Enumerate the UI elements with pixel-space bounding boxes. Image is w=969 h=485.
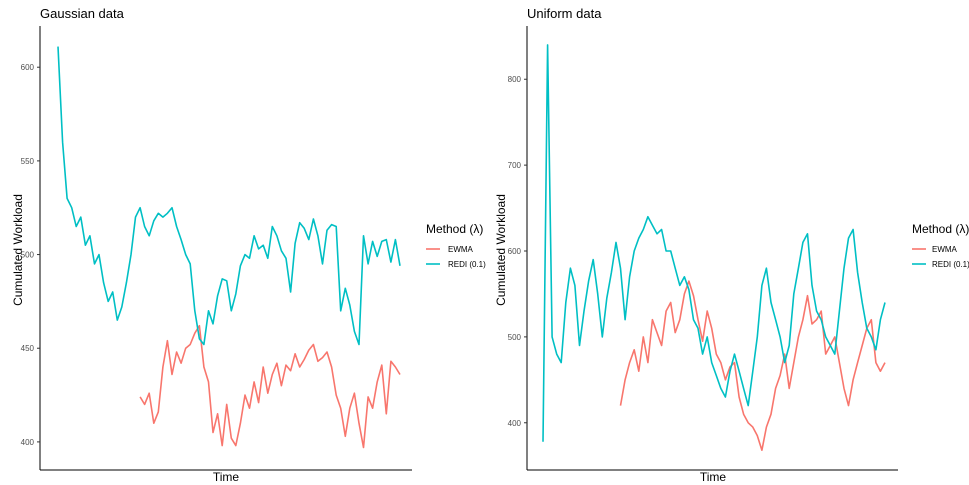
y-ticks: 400 500 600 700 800 xyxy=(508,75,527,428)
y-tick-label: 400 xyxy=(508,419,522,428)
y-tick-label: 600 xyxy=(508,247,522,256)
y-ticks: 400 450 500 550 600 xyxy=(21,63,40,447)
legend: Method (λ) EWMA REDI (0.1) xyxy=(426,222,486,269)
series-line-redi-0-1 xyxy=(542,44,886,442)
legend: Method (λ) EWMA REDI (0.1) xyxy=(912,222,969,269)
y-tick-label: 800 xyxy=(508,75,522,84)
legend-label-redi: REDI (0.1) xyxy=(932,260,969,269)
legend-label-redi: REDI (0.1) xyxy=(448,260,486,269)
gaussian-panel: Gaussian data Cumulated Workload Time 40… xyxy=(11,6,486,484)
y-tick-label: 500 xyxy=(21,251,35,260)
legend-title: Method (λ) xyxy=(912,222,969,236)
y-tick-label: 450 xyxy=(21,344,35,353)
series-group xyxy=(542,44,886,451)
y-axis-title: Cumulated Workload xyxy=(494,194,508,306)
series-line-ewma xyxy=(139,324,401,449)
uniform-panel: Uniform data Cumulated Workload Time 400… xyxy=(494,6,969,484)
legend-label-ewma: EWMA xyxy=(448,245,474,254)
legend-label-ewma: EWMA xyxy=(932,245,958,254)
y-tick-label: 500 xyxy=(508,333,522,342)
series-group xyxy=(57,46,401,449)
panel-title: Gaussian data xyxy=(40,6,125,21)
series-line-ewma xyxy=(619,280,886,451)
y-tick-label: 400 xyxy=(21,438,35,447)
series-line-redi-0-1 xyxy=(57,46,401,346)
y-tick-label: 600 xyxy=(21,63,35,72)
x-axis-title: Time xyxy=(700,470,727,484)
panel-title: Uniform data xyxy=(527,6,602,21)
y-tick-label: 700 xyxy=(508,161,522,170)
x-axis-title: Time xyxy=(213,470,240,484)
y-tick-label: 550 xyxy=(21,157,35,166)
legend-title: Method (λ) xyxy=(426,222,483,236)
y-axis-title: Cumulated Workload xyxy=(11,194,25,306)
